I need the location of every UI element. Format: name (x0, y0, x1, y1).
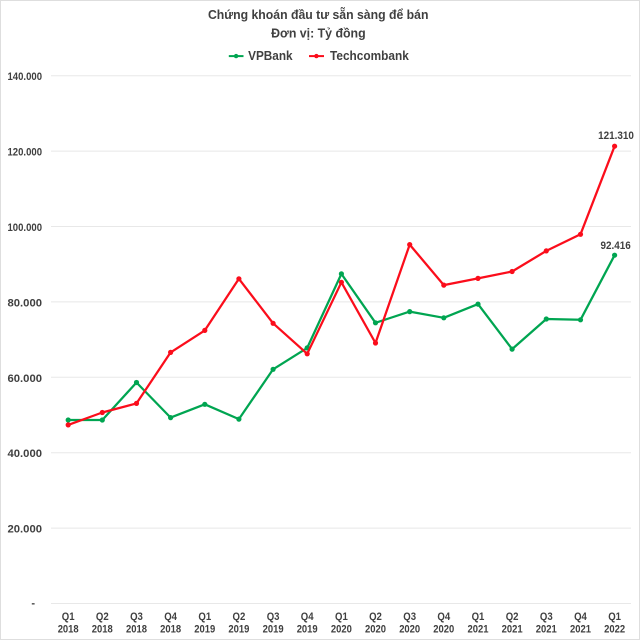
svg-text:Q2: Q2 (506, 611, 519, 623)
svg-text:2019: 2019 (228, 624, 249, 636)
svg-text:Q2: Q2 (233, 611, 246, 623)
svg-text:Q1: Q1 (608, 611, 621, 623)
svg-text:2019: 2019 (263, 624, 284, 636)
svg-text:Q3: Q3 (267, 611, 280, 623)
svg-text:-: - (31, 598, 35, 610)
svg-text:2021: 2021 (570, 624, 591, 636)
svg-text:121.310: 121.310 (598, 130, 634, 142)
svg-text:Q2: Q2 (96, 611, 109, 623)
svg-text:40.000: 40.000 (8, 448, 43, 460)
svg-text:Đơn vị: Tỷ đồng: Đơn vị: Tỷ đồng (271, 25, 366, 40)
svg-text:140.000: 140.000 (8, 71, 43, 83)
svg-text:2021: 2021 (536, 624, 557, 636)
svg-text:2020: 2020 (399, 624, 420, 636)
svg-text:2018: 2018 (92, 624, 113, 636)
svg-text:Q1: Q1 (472, 611, 485, 623)
svg-text:Q3: Q3 (403, 611, 416, 623)
svg-text:2022: 2022 (604, 624, 625, 636)
svg-text:Chứng khoán đầu tư sẵn sàng để: Chứng khoán đầu tư sẵn sàng để bán (208, 7, 429, 22)
svg-text:80.000: 80.000 (8, 297, 43, 309)
svg-text:20.000: 20.000 (8, 524, 43, 536)
svg-text:2020: 2020 (331, 624, 352, 636)
svg-text:100.000: 100.000 (8, 222, 43, 234)
svg-text:Q1: Q1 (335, 611, 348, 623)
svg-text:Q4: Q4 (574, 611, 588, 623)
svg-text:Q3: Q3 (540, 611, 553, 623)
svg-text:2018: 2018 (58, 624, 79, 636)
svg-text:Q4: Q4 (164, 611, 178, 623)
svg-text:2019: 2019 (194, 624, 215, 636)
svg-text:2020: 2020 (433, 624, 454, 636)
svg-text:2018: 2018 (160, 624, 181, 636)
svg-text:Q4: Q4 (301, 611, 315, 623)
svg-text:2019: 2019 (297, 624, 318, 636)
svg-text:Q2: Q2 (369, 611, 382, 623)
svg-text:2021: 2021 (502, 624, 523, 636)
svg-text:2018: 2018 (126, 624, 147, 636)
svg-text:2021: 2021 (468, 624, 489, 636)
svg-text:2020: 2020 (365, 624, 386, 636)
svg-text:92.416: 92.416 (601, 240, 631, 252)
svg-text:Q3: Q3 (130, 611, 143, 623)
svg-text:120.000: 120.000 (8, 147, 43, 159)
svg-text:Q4: Q4 (437, 611, 451, 623)
svg-text:VPBank: VPBank (248, 49, 293, 63)
svg-text:Q1: Q1 (62, 611, 75, 623)
svg-text:Q1: Q1 (198, 611, 211, 623)
svg-text:Techcombank: Techcombank (330, 49, 409, 63)
svg-text:60.000: 60.000 (8, 373, 43, 385)
